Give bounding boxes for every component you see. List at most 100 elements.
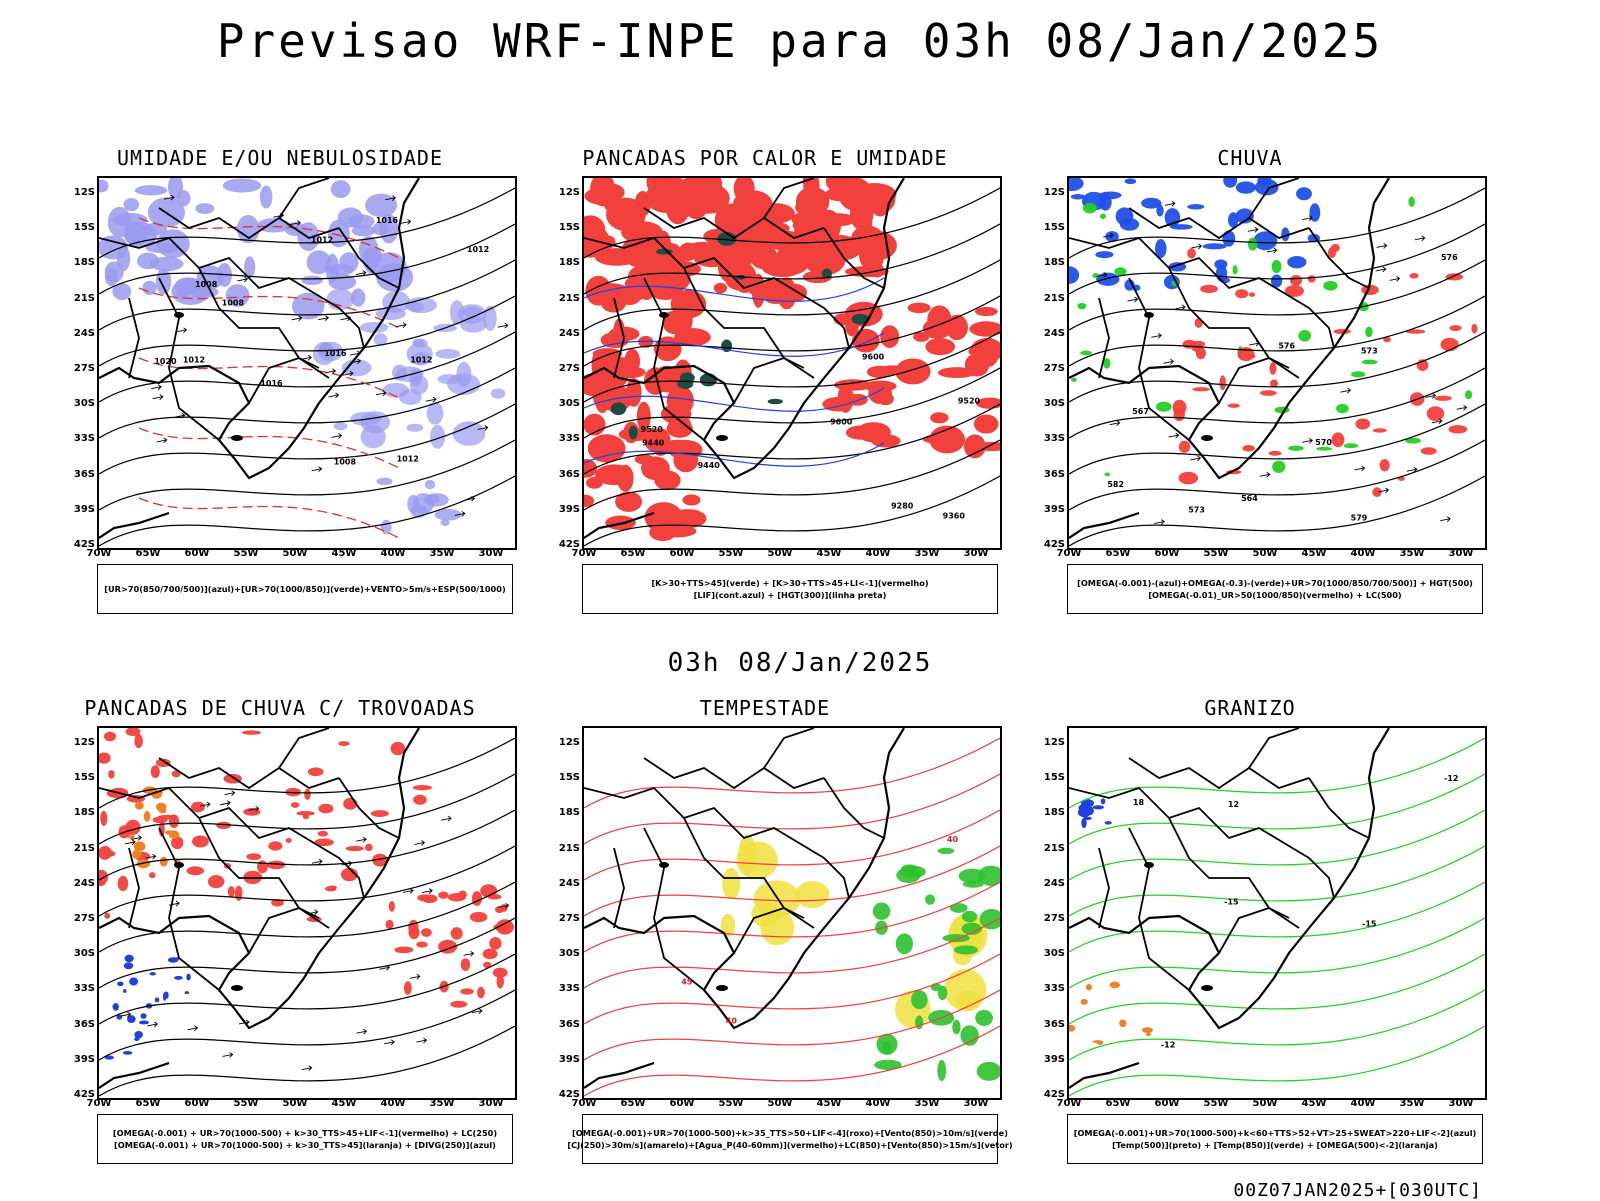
contour-label: 1020 xyxy=(154,357,177,366)
field-cell xyxy=(259,185,273,209)
contour-label: 1008 xyxy=(195,280,218,289)
field-cell xyxy=(1289,275,1303,286)
field-cell xyxy=(1333,328,1351,335)
field-cell xyxy=(285,837,292,843)
contour-label: 12 xyxy=(1228,800,1239,809)
lat-tick-label: 30S xyxy=(1043,948,1065,960)
lat-tick-label: 36S xyxy=(73,1018,95,1030)
field-cell xyxy=(174,975,183,980)
contour-line xyxy=(99,403,515,475)
field-cell xyxy=(901,864,918,874)
contour-line xyxy=(584,1025,1000,1097)
field-cell xyxy=(961,922,982,935)
lat-tick-label: 24S xyxy=(558,327,580,339)
legend-text: [LIF](cont.azul) + [HGT(300)](linha pret… xyxy=(693,590,887,600)
field-cell xyxy=(927,305,952,335)
field-cell xyxy=(913,331,930,342)
field-cell xyxy=(1409,273,1419,279)
lake xyxy=(1144,862,1154,868)
field-cell xyxy=(225,284,250,307)
contour-line xyxy=(584,917,1000,989)
legend-box: [K>30+TTS>45](verde) + [K>30+TTS>45+LI<-… xyxy=(582,564,998,614)
country-border xyxy=(643,207,825,240)
panel-trovoadas: PANCADAS DE CHUVA C/ TROVOADAS 12S 15S 18S 2… xyxy=(60,696,517,1176)
wind-arrow xyxy=(301,354,312,361)
contour-label: 576 xyxy=(1441,253,1458,262)
country-border xyxy=(1308,777,1370,839)
field-cell xyxy=(149,972,157,976)
lon-tick-label: 70W xyxy=(571,1098,597,1109)
wind-arrow xyxy=(290,220,301,226)
field-cell xyxy=(670,289,707,319)
wind-arrow xyxy=(464,495,476,502)
field-cell xyxy=(973,414,999,434)
lat-tick-label: 15S xyxy=(558,772,580,784)
field-cell xyxy=(602,180,618,212)
country-border xyxy=(1069,236,1285,294)
lon-tick-label: 65W xyxy=(1105,548,1131,559)
contour-label: 1016 xyxy=(324,349,347,358)
map-frame: 9600 9520 9440 9360 9280 9600 9520 9440 xyxy=(582,176,1002,550)
field-cell xyxy=(167,178,184,200)
wind-arrow xyxy=(1378,487,1390,494)
lat-tick-label: 36S xyxy=(558,468,580,480)
wind-arrow xyxy=(422,888,433,894)
field-cell xyxy=(189,286,219,298)
lat-tick-label: 36S xyxy=(1043,468,1065,480)
country-border xyxy=(613,297,625,379)
lat-tick-label: 33S xyxy=(558,983,580,995)
field-cell xyxy=(1270,274,1283,288)
wind-arrow xyxy=(440,815,452,822)
field-cell xyxy=(134,185,168,196)
field-cell xyxy=(1464,390,1473,400)
contour-line xyxy=(584,989,1000,1061)
map-frame: 40 45 40 xyxy=(582,726,1002,1100)
wind-arrow xyxy=(1375,266,1387,273)
field-cell xyxy=(268,841,283,851)
contour-line xyxy=(1069,737,1485,809)
lake xyxy=(231,435,243,441)
field-cell xyxy=(1260,390,1277,396)
panel-pancadas-calor: PANCADAS POR CALOR E UMIDADE 9600 9520 9440… xyxy=(545,146,1002,626)
field-cell xyxy=(880,325,900,348)
country-border xyxy=(1248,178,1300,219)
thickness-contour xyxy=(138,357,400,399)
map-layer: -15 -12 -15 -12 18 12 xyxy=(1069,728,1485,1097)
contour-line xyxy=(1069,1025,1485,1097)
lat-tick-label: 42S xyxy=(73,539,95,550)
field-cell xyxy=(1155,239,1167,259)
lon-tick-label: 45W xyxy=(816,548,842,559)
country-border xyxy=(1128,277,1190,441)
wind-arrow xyxy=(1302,437,1313,444)
lat-tick-label: 27S xyxy=(1043,913,1065,924)
field-cell xyxy=(452,421,486,446)
wind-arrow xyxy=(1127,296,1139,303)
lon-tick-label: 60W xyxy=(669,1098,695,1109)
field-cell xyxy=(112,282,132,301)
lake xyxy=(231,985,243,991)
field-cell xyxy=(136,859,151,869)
field-cell xyxy=(373,333,388,346)
coastline-south xyxy=(584,511,655,539)
field-cell xyxy=(955,990,982,1012)
field-cell xyxy=(125,728,141,737)
wind-arrow xyxy=(1431,418,1443,425)
contour-label: -12 xyxy=(1444,774,1458,783)
legend-text: [UR>70(850/700/500)](azul)+[UR>70(1000/8… xyxy=(104,584,506,594)
wind-arrow xyxy=(1109,420,1121,426)
field-cell xyxy=(266,860,286,870)
field-cell xyxy=(680,306,693,333)
wind-arrow xyxy=(222,1052,234,1058)
contour-line xyxy=(1069,223,1485,295)
field-cell xyxy=(330,180,351,199)
field-cell xyxy=(1272,460,1286,473)
field-cell xyxy=(128,834,135,840)
lon-tick-label: 60W xyxy=(1154,548,1180,559)
contour-line xyxy=(99,737,515,809)
wind-arrow xyxy=(1164,200,1176,207)
country-border xyxy=(158,207,340,240)
field-cell xyxy=(430,424,446,449)
field-cell xyxy=(1227,403,1240,408)
country-border xyxy=(643,757,825,790)
field-cell xyxy=(925,434,960,446)
